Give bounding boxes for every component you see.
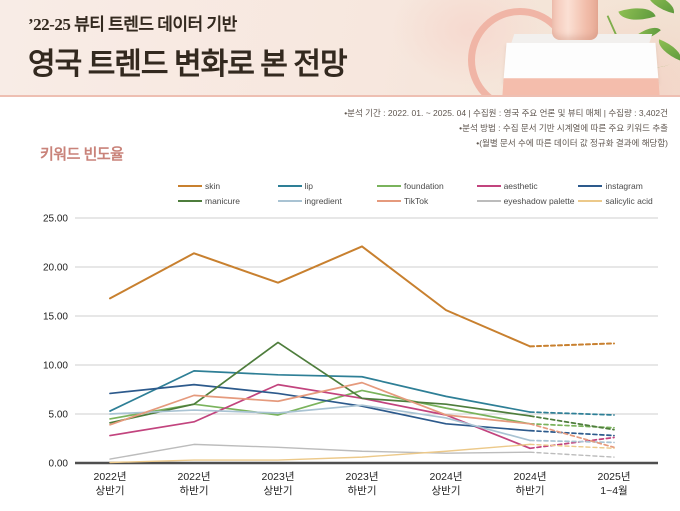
x-tick-label: 상반기 xyxy=(96,485,125,497)
legend-swatch xyxy=(477,185,501,187)
x-tick-label: 1~4월 xyxy=(600,485,627,497)
legend-item-lip: lip xyxy=(278,180,374,191)
x-tick-label: 하반기 xyxy=(348,484,377,497)
x-tick-label: 하반기 xyxy=(180,484,209,497)
legend-item-aesthetic: aesthetic xyxy=(477,180,575,191)
legend-label: foundation xyxy=(404,181,444,191)
legend-item-skin: skin xyxy=(178,180,274,191)
meta-line-period-source-volume: •분석 기간 : 2022. 01. ~ 2025. 04 | 수집원 : 영국… xyxy=(344,106,668,121)
y-tick-label: 0.00 xyxy=(49,459,69,470)
header-text-block: ’22-25 뷰티 트렌드 데이터 기반 영국 트렌드 변화로 본 전망 xyxy=(28,10,347,83)
page-title: 영국 트렌드 변화로 본 전망 xyxy=(28,39,347,83)
legend-label: skin xyxy=(205,181,220,191)
legend-swatch xyxy=(477,200,501,202)
header-banner: ’22-25 뷰티 트렌드 데이터 기반 영국 트렌드 변화로 본 전망 xyxy=(0,0,680,97)
series-forecast-skin xyxy=(530,343,614,346)
series-line-TikTok xyxy=(110,383,530,425)
legend-label: eyeshadow palette xyxy=(504,196,575,206)
pedestal-box xyxy=(503,43,658,82)
pedestal-pink-base xyxy=(502,78,659,96)
meta-line-method: •분석 방법 : 수집 문서 기반 시계열에 따른 주요 키워드 추출 xyxy=(344,121,668,136)
legend-swatch xyxy=(578,185,602,187)
legend-swatch xyxy=(278,185,302,187)
line-chart-svg: 0.00 5.00 10.00 15.00 20.00 25.00 2022년상반기 2022… xyxy=(0,205,680,505)
legend-swatch xyxy=(178,185,202,187)
legend-label: instagram xyxy=(605,181,642,191)
x-tick-label: 상반기 xyxy=(432,485,461,497)
legend-label: manicure xyxy=(205,196,240,206)
series-forecast-manicure xyxy=(530,416,614,430)
legend-label: aesthetic xyxy=(504,181,538,191)
series-forecast-ingredient xyxy=(530,440,614,442)
x-tick-label: 2022년 xyxy=(177,471,210,483)
x-tick-label: 2023년 xyxy=(261,471,294,483)
meta-line-normalization-note: •(월별 문서 수에 따른 데이터 값 정규화 결과에 해당함) xyxy=(344,136,668,151)
series-line-skin xyxy=(110,246,530,346)
x-tick-label: 2022년 xyxy=(93,471,126,483)
legend-label: salicylic acid xyxy=(605,196,652,206)
legend-item-foundation: foundation xyxy=(377,180,473,191)
y-tick-label: 5.00 xyxy=(49,410,69,421)
series-line-eyeshadow-palette xyxy=(110,444,530,459)
header-subtitle: ’22-25 뷰티 트렌드 데이터 기반 xyxy=(28,10,347,35)
infographic-page: ’22-25 뷰티 트렌드 데이터 기반 영국 트렌드 변화로 본 전망 •분석… xyxy=(0,0,680,511)
series-forecast-eyeshadow-palette xyxy=(530,452,614,457)
series-forecast-salicylic-acid xyxy=(530,444,614,448)
legend-swatch xyxy=(377,200,401,202)
x-tick-label: 2024년 xyxy=(513,471,546,483)
analysis-metadata: •분석 기간 : 2022. 01. ~ 2025. 04 | 수집원 : 영국… xyxy=(344,106,668,151)
legend-label: lip xyxy=(305,181,314,191)
y-tick-label: 25.00 xyxy=(43,214,68,225)
series-line-ingredient xyxy=(110,405,530,440)
keyword-frequency-line-chart: 0.00 5.00 10.00 15.00 20.00 25.00 2022년상반기 2022… xyxy=(0,205,680,505)
legend-item-instagram: instagram xyxy=(578,180,674,191)
y-tick-label: 20.00 xyxy=(43,263,68,274)
legend-swatch xyxy=(278,200,302,202)
legend-swatch xyxy=(578,200,602,202)
chart-legend: skin lip foundation aesthetic instagram manic… xyxy=(178,180,674,206)
x-tick-label: 2025년 xyxy=(597,471,630,483)
x-tick-label: 하반기 xyxy=(516,484,545,497)
y-tick-label: 15.00 xyxy=(43,312,68,323)
y-tick-label: 10.00 xyxy=(43,361,68,372)
legend-label: TikTok xyxy=(404,196,428,206)
chart-title: 키워드 빈도율 xyxy=(40,143,123,164)
legend-swatch xyxy=(377,185,401,187)
x-tick-label: 상반기 xyxy=(264,485,293,497)
legend-label: ingredient xyxy=(305,196,342,206)
legend-swatch xyxy=(178,200,202,202)
x-tick-label: 2024년 xyxy=(429,471,462,483)
cosmetic-bottle xyxy=(552,0,598,40)
product-illustration xyxy=(450,0,680,97)
x-tick-label: 2023년 xyxy=(345,471,378,483)
